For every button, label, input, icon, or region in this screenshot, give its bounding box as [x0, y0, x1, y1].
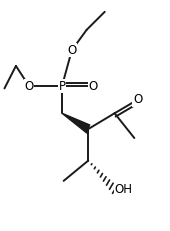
- Text: P: P: [58, 80, 65, 93]
- Text: OH: OH: [115, 183, 133, 196]
- Text: O: O: [89, 80, 98, 93]
- Text: O: O: [24, 80, 34, 93]
- Polygon shape: [62, 113, 90, 133]
- Text: O: O: [67, 44, 76, 57]
- Text: O: O: [133, 93, 142, 106]
